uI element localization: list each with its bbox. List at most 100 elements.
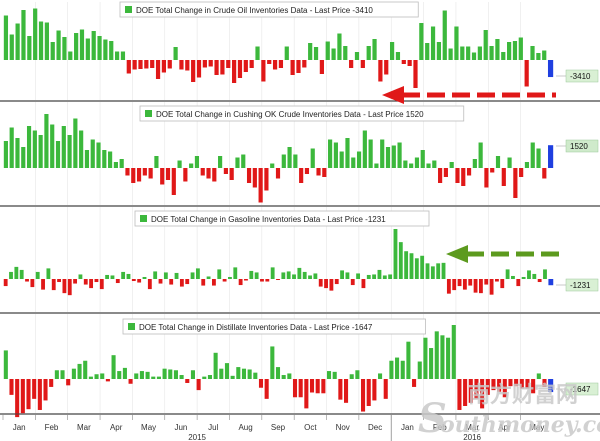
- bar-negative: [171, 168, 176, 195]
- bar-positive: [389, 360, 394, 379]
- bar-positive: [62, 37, 67, 60]
- bar-negative: [66, 379, 71, 386]
- bar-negative: [41, 279, 45, 290]
- legend-text: DOE Total Change in Distillate Inventori…: [139, 323, 373, 332]
- last-price-label: -1231: [556, 278, 599, 292]
- bar-positive: [21, 147, 26, 168]
- bar-negative: [147, 279, 152, 290]
- bar-negative: [462, 279, 467, 290]
- bar-positive: [84, 150, 90, 168]
- bar-positive: [254, 272, 259, 279]
- bar-positive: [449, 162, 454, 168]
- bar-positive: [38, 135, 43, 168]
- bar-positive: [331, 48, 336, 60]
- bar-negative: [542, 168, 547, 179]
- red-arrow-icon: [382, 86, 556, 104]
- bar-negative: [265, 279, 270, 282]
- bar-positive: [489, 46, 494, 60]
- legend-text: DOE Total Change in Gasoline Inventories…: [151, 215, 386, 224]
- x-tick-label: May: [529, 423, 544, 432]
- bar-negative: [201, 279, 206, 286]
- bar-positive: [206, 276, 211, 279]
- panel-3: -1231: [0, 207, 600, 314]
- bar-positive: [527, 270, 531, 279]
- bar-positive: [426, 163, 431, 168]
- bar-negative: [275, 168, 281, 179]
- bar-negative: [519, 168, 524, 177]
- bar-negative: [299, 168, 304, 183]
- bar-positive: [228, 276, 232, 279]
- last-price-value: -3410: [570, 72, 591, 81]
- bar-positive: [530, 46, 535, 60]
- bar-positive: [77, 363, 82, 379]
- bar-negative: [491, 379, 496, 391]
- bar-positive: [495, 156, 501, 168]
- green-arrow-icon: [446, 245, 566, 263]
- bar-negative: [349, 60, 354, 68]
- bar-negative: [272, 60, 278, 70]
- bar-positive: [139, 371, 144, 379]
- last-price-box: [565, 139, 599, 153]
- bar-positive: [354, 52, 360, 60]
- bar-positive: [90, 139, 95, 168]
- bar-negative: [322, 168, 327, 177]
- x-tick-label: Apr: [498, 423, 511, 432]
- bar-positive: [253, 372, 258, 379]
- bar-positive: [281, 154, 286, 168]
- bar-positive: [388, 274, 393, 279]
- bar-negative: [158, 279, 163, 284]
- last-price-label: -3410: [556, 69, 599, 83]
- bar-negative: [132, 60, 137, 70]
- bar-positive: [351, 157, 356, 168]
- bar-positive: [224, 363, 230, 379]
- bar-positive: [281, 272, 286, 279]
- last-bar: [548, 145, 554, 168]
- bar-negative: [466, 168, 472, 176]
- bar-positive: [79, 29, 85, 60]
- bar-positive: [60, 370, 65, 379]
- bar-negative: [278, 60, 284, 68]
- watermark-text-cn: 南方财富网: [468, 382, 578, 408]
- bar-negative: [125, 168, 130, 176]
- bar-negative: [238, 279, 243, 286]
- bar-negative: [26, 379, 31, 410]
- bar-positive: [339, 151, 344, 168]
- bar-positive: [432, 160, 437, 168]
- green-arrow-head: [446, 245, 468, 263]
- bar-positive: [44, 22, 49, 60]
- bar-positive: [425, 263, 430, 279]
- legend-box: [139, 105, 465, 122]
- bar-negative: [490, 168, 495, 173]
- legend-text: DOE Total Change in Crude Oil Inventorie…: [136, 6, 373, 15]
- bar-positive: [121, 271, 126, 279]
- bar-negative: [57, 279, 61, 283]
- bar-positive: [202, 376, 207, 379]
- bar-negative: [378, 60, 383, 82]
- bar-negative: [484, 168, 489, 188]
- bar-negative: [474, 379, 479, 399]
- bar-positive: [434, 331, 439, 379]
- bar-negative: [179, 60, 184, 70]
- bar-negative: [452, 279, 457, 291]
- bar-positive: [446, 337, 451, 379]
- bar-negative: [222, 279, 227, 282]
- bar-negative: [264, 379, 269, 399]
- bar-negative: [267, 60, 272, 64]
- bar-positive: [179, 375, 184, 379]
- bar-positive: [471, 52, 477, 60]
- legend-box: [134, 210, 430, 227]
- bar-negative: [292, 379, 298, 398]
- legend-swatch: [140, 215, 147, 222]
- bar-negative: [206, 168, 211, 179]
- bar-positive: [542, 50, 547, 60]
- bar-positive: [483, 30, 488, 60]
- bar-positive: [3, 350, 8, 379]
- bar-positive: [425, 43, 430, 60]
- x-tick-label: Feb: [433, 423, 447, 432]
- bar-negative: [223, 168, 228, 174]
- bar-negative: [463, 379, 468, 406]
- bar-negative: [131, 279, 136, 282]
- bar-positive: [126, 273, 131, 279]
- bar-positive: [310, 148, 315, 168]
- bar-positive: [308, 43, 313, 60]
